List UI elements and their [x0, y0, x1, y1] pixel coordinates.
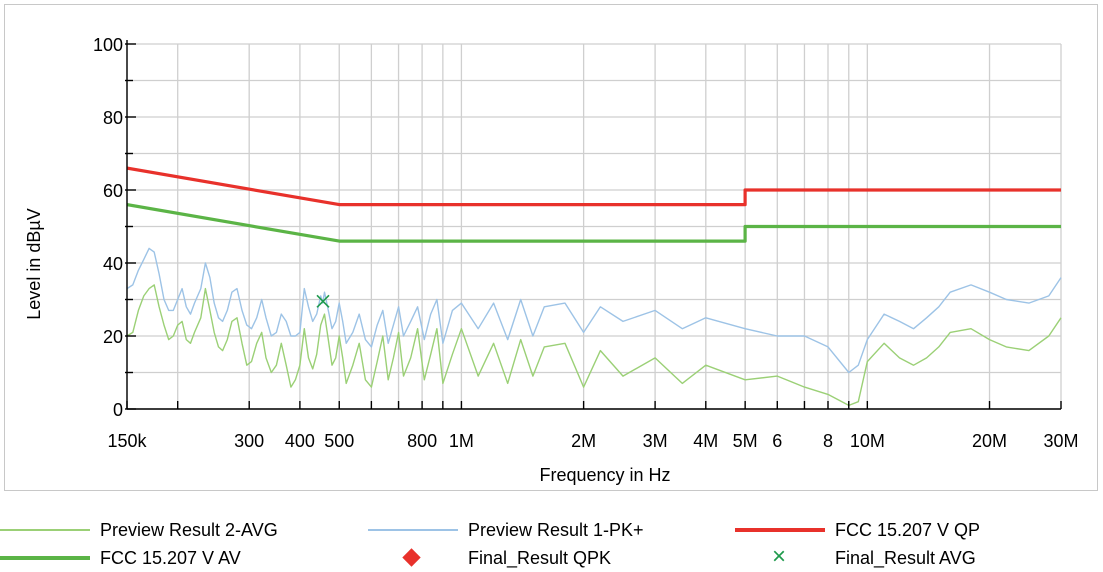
marker-layer [316, 294, 330, 308]
x-tick-label: 300 [234, 431, 264, 451]
x-tick-label: 8 [823, 431, 833, 451]
y-axis-label: Level in dBµV [24, 208, 44, 319]
x-tick-label: 20M [972, 431, 1007, 451]
cross-icon: × [771, 543, 786, 570]
legend-line-icon [0, 529, 90, 531]
legend-item: FCC 15.207 V QP [735, 518, 980, 542]
legend-item: Preview Result 2-AVG [0, 518, 278, 542]
tick-labels: 0 20 40 60 80 100 150k 300 400 500 800 1M 2M 3M 4M 5M 6 8… [93, 35, 1079, 451]
legend-label: Final_Result QPK [468, 547, 612, 568]
y-tick-label: 100 [93, 35, 123, 55]
legend-item: × Final_Result AVG [735, 543, 976, 570]
x-tick-label: 2M [571, 431, 596, 451]
diamond-icon [402, 548, 421, 567]
legend-label: FCC 15.207 V AV [100, 547, 241, 568]
x-tick-label: 30M [1043, 431, 1078, 451]
legend-line-icon [735, 528, 825, 532]
x-tick-label: 1M [449, 431, 474, 451]
chart-frame [4, 4, 1098, 491]
legend: Preview Result 2-AVG Preview Result 1-PK+… [0, 510, 1103, 572]
legend-line-icon [368, 529, 458, 531]
marker-stroke [316, 294, 330, 308]
legend-label: Preview Result 1-PK+ [468, 519, 644, 540]
y-tick-label: 40 [103, 254, 123, 274]
legend-item: Final_Result QPK [368, 546, 611, 570]
x-tick-label: 500 [324, 431, 354, 451]
x-tick-label: 5M [733, 431, 758, 451]
axes [125, 40, 1062, 410]
legend-item: Preview Result 1-PK+ [368, 518, 644, 542]
x-tick-label: 10M [850, 431, 885, 451]
series-preview-result-1-pk- [126, 247, 1062, 374]
x-tick-label: 4M [693, 431, 718, 451]
x-tick-label: 400 [285, 431, 315, 451]
legend-line-icon [0, 556, 90, 560]
legend-diamond-swatch [368, 546, 458, 570]
y-tick-label: 0 [113, 400, 123, 420]
x-tick-label: 150k [107, 431, 147, 451]
legend-cross-swatch: × [735, 543, 825, 570]
legend-line-swatch [0, 518, 90, 542]
legend-label: Final_Result AVG [835, 547, 976, 568]
series-layer [126, 166, 1062, 407]
y-tick-label: 80 [103, 108, 123, 128]
marker-final-result-avg [316, 294, 330, 308]
legend-line-swatch [368, 518, 458, 542]
series-fcc-15-207-v-av [126, 203, 1061, 243]
series-fcc-15-207-v-qp [126, 166, 1061, 207]
y-tick-label: 20 [103, 327, 123, 347]
series-preview-result-2-avg [126, 284, 1062, 407]
legend-line-swatch [0, 546, 90, 570]
legend-label: Preview Result 2-AVG [100, 519, 278, 540]
legend-line-swatch [735, 518, 825, 542]
x-axis-label: Frequency in Hz [539, 465, 670, 485]
legend-item: FCC 15.207 V AV [0, 546, 241, 570]
x-tick-label: 800 [407, 431, 437, 451]
y-tick-label: 60 [103, 181, 123, 201]
legend-label: FCC 15.207 V QP [835, 519, 981, 540]
emission-chart: 0 20 40 60 80 100 150k 300 400 500 800 1M 2M 3M 4M 5M 6 8… [24, 35, 1079, 485]
x-tick-label: 6 [772, 431, 782, 451]
x-tick-label: 3M [643, 431, 668, 451]
